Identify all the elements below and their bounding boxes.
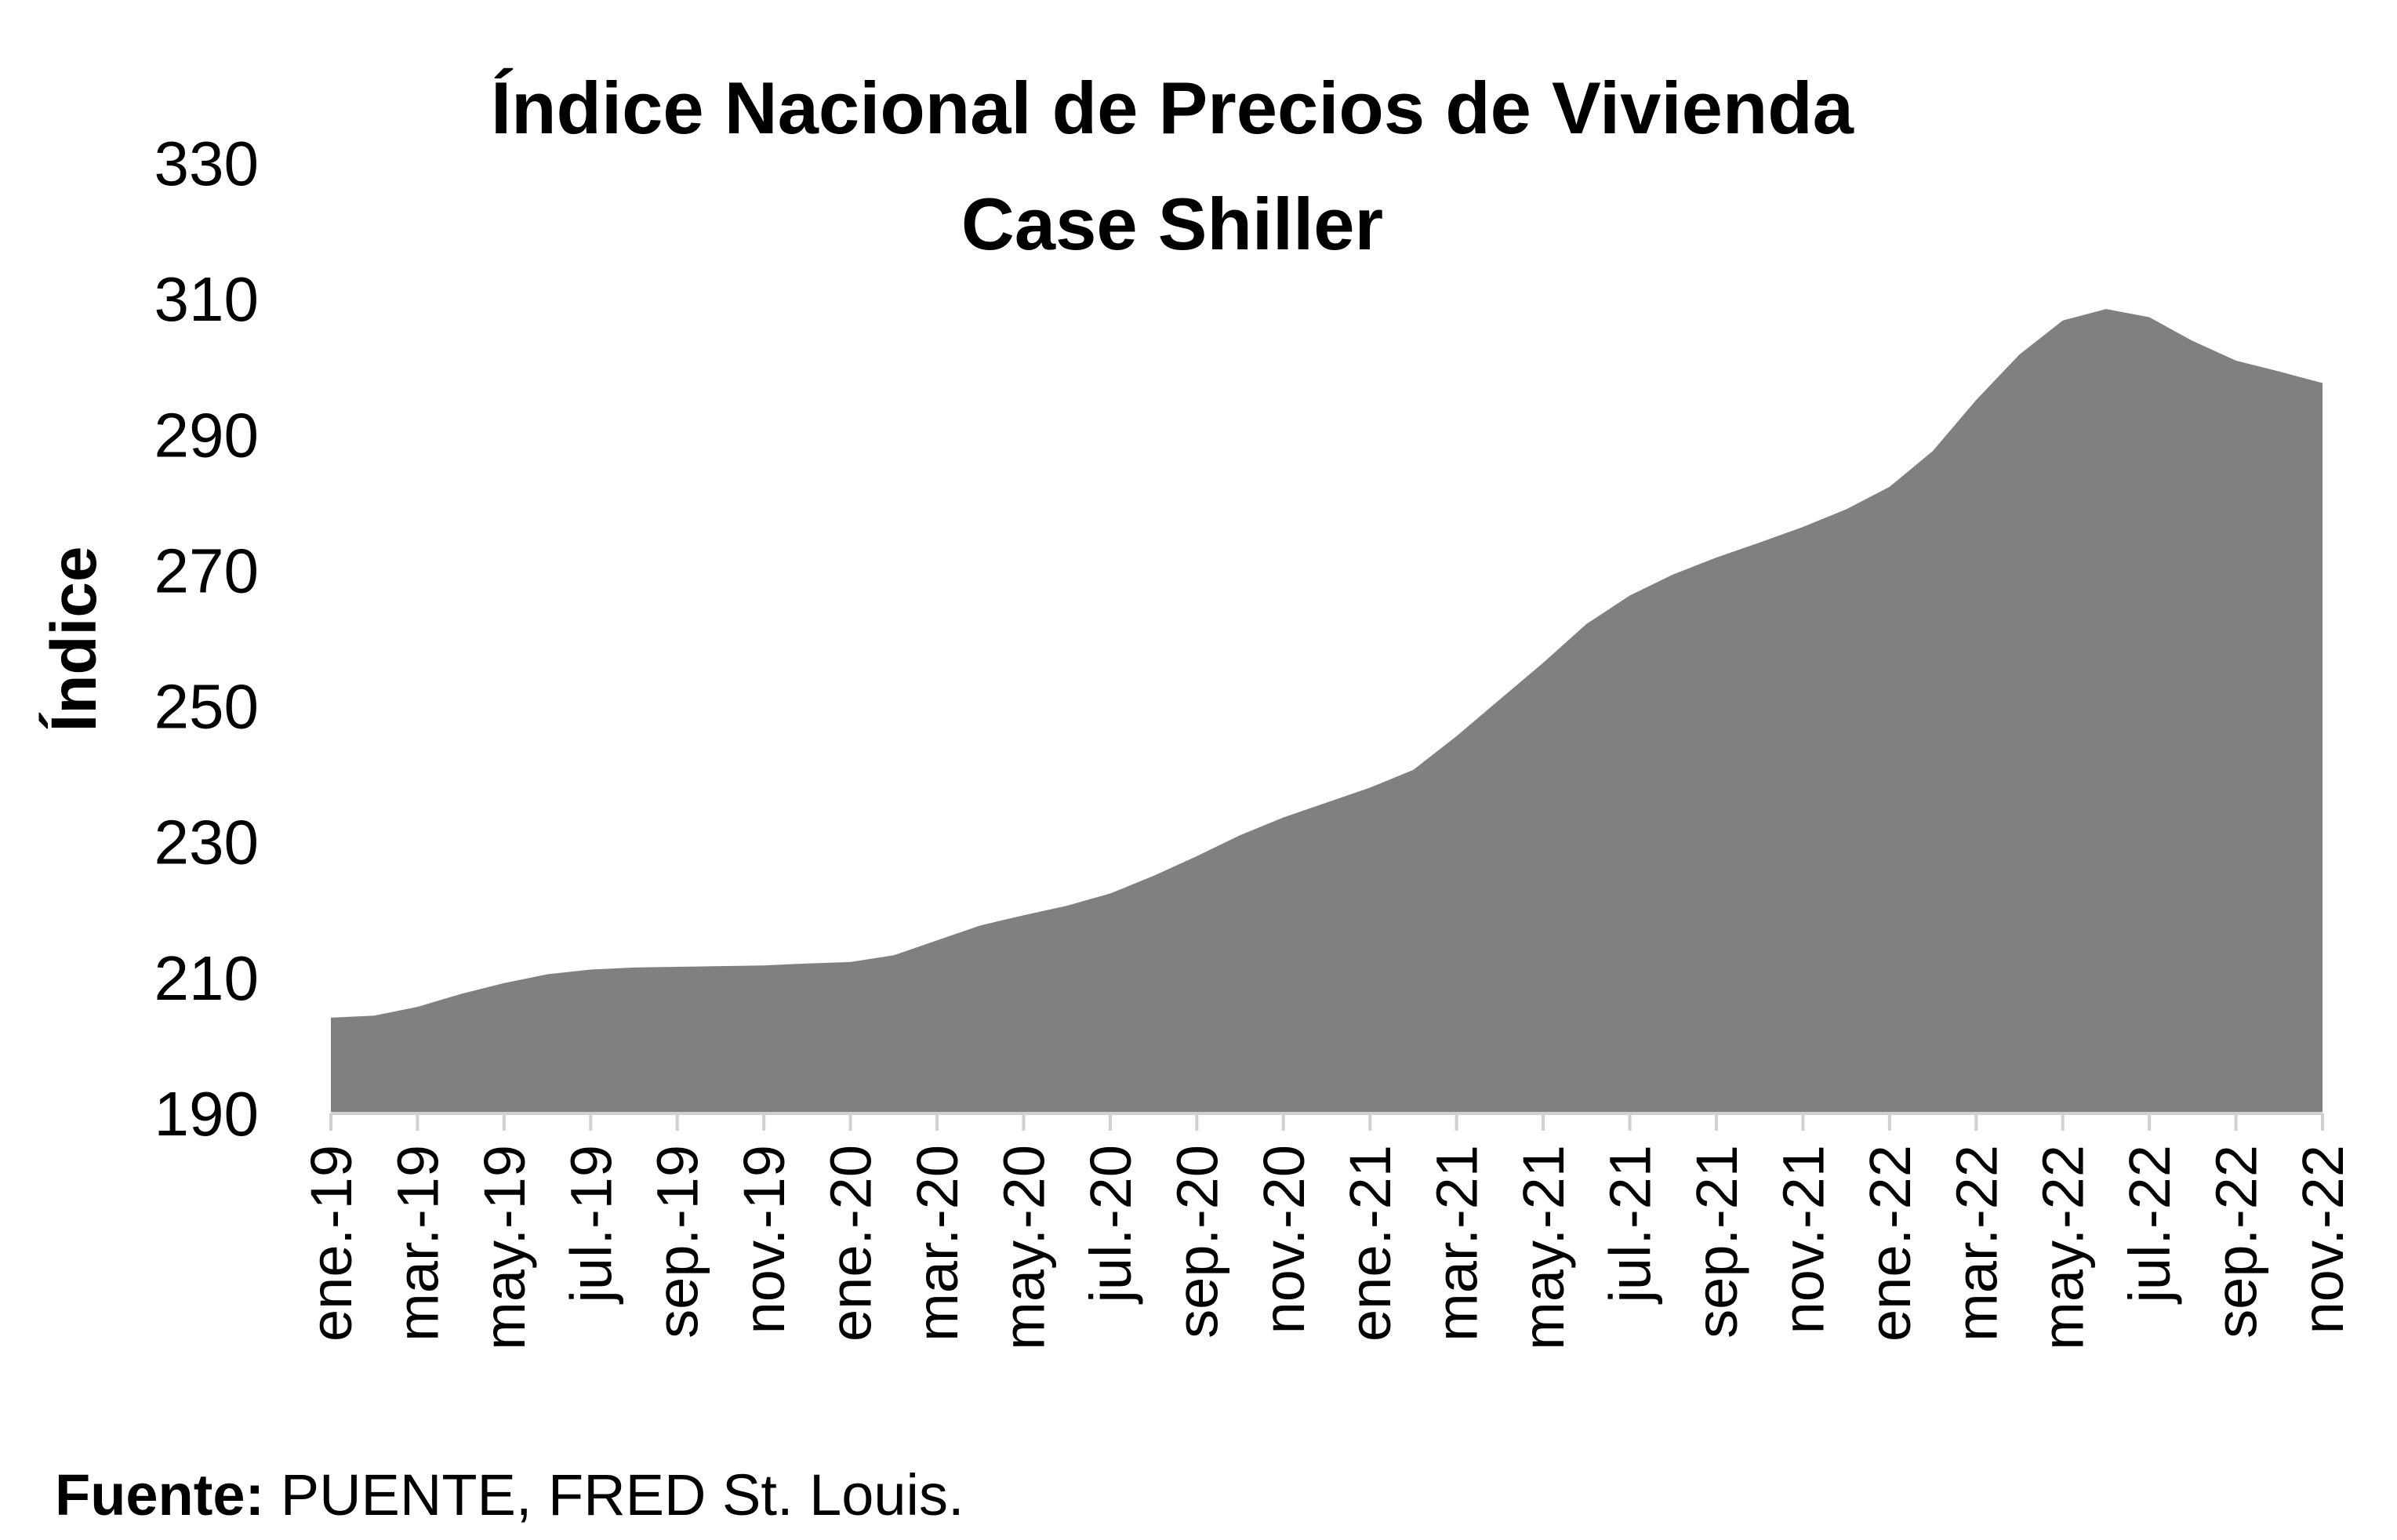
x-tick-label: sep.-20 bbox=[1164, 1145, 1229, 1338]
source-note: Fuente: PUENTE, FRED St. Louis. bbox=[55, 1466, 964, 1524]
x-tick-label: jul.-21 bbox=[1598, 1145, 1663, 1305]
y-axis-ticks: 190 210 230 250 270 290 310 330 bbox=[154, 129, 259, 1149]
x-tick-label: may.-21 bbox=[1511, 1145, 1576, 1350]
x-tick-label: mar.-22 bbox=[1944, 1145, 2009, 1342]
source-label: Fuente: bbox=[55, 1462, 265, 1527]
chart-subtitle: Case Shiller bbox=[961, 183, 1383, 265]
x-tick-label: jul.-19 bbox=[558, 1145, 623, 1305]
x-tick-label: ene.-21 bbox=[1338, 1145, 1403, 1342]
y-tick-label: 190 bbox=[154, 1079, 259, 1149]
x-tick-label: sep.-21 bbox=[1684, 1145, 1749, 1338]
y-tick-label: 270 bbox=[154, 536, 259, 605]
x-tick-label: mar.-21 bbox=[1425, 1145, 1490, 1342]
x-tick-label: ene.-22 bbox=[1858, 1145, 1923, 1342]
x-tick-label: nov.-21 bbox=[1771, 1145, 1836, 1334]
y-tick-label: 250 bbox=[154, 672, 259, 742]
x-tick-label: sep.-19 bbox=[645, 1145, 710, 1338]
y-tick-label: 290 bbox=[154, 400, 259, 470]
x-tick-label: may.-20 bbox=[991, 1145, 1056, 1350]
plot-area bbox=[331, 309, 2323, 1114]
x-tick-label: may.-22 bbox=[2031, 1145, 2096, 1350]
x-axis-ticks: ene.-19 mar.-19 may.-19 jul.-19 sep.-19 nov.-… bbox=[299, 1113, 2355, 1350]
x-tick-label: may.-19 bbox=[472, 1145, 537, 1350]
y-tick-label: 330 bbox=[154, 129, 259, 198]
x-tick-label: mar.-19 bbox=[385, 1145, 450, 1342]
source-text: PUENTE, FRED St. Louis. bbox=[264, 1462, 964, 1527]
chart-title: Índice Nacional de Precios de Vivienda bbox=[491, 67, 1854, 149]
y-axis-label: Índice bbox=[38, 547, 110, 732]
y-tick-label: 230 bbox=[154, 808, 259, 877]
x-tick-label: nov.-22 bbox=[2290, 1145, 2355, 1334]
x-tick-label: sep.-22 bbox=[2204, 1145, 2269, 1338]
x-tick-label: mar.-20 bbox=[905, 1145, 970, 1342]
x-tick-label: jul.-22 bbox=[2117, 1145, 2182, 1305]
x-tick-label: nov.-20 bbox=[1251, 1145, 1317, 1334]
x-tick-label: nov.-19 bbox=[732, 1145, 797, 1334]
x-tick-label: ene.-20 bbox=[819, 1145, 884, 1342]
y-tick-label: 310 bbox=[154, 264, 259, 334]
x-tick-label: ene.-19 bbox=[299, 1145, 364, 1342]
area-series bbox=[331, 309, 2323, 1114]
x-tick-label: jul.-20 bbox=[1078, 1145, 1143, 1305]
y-tick-label: 210 bbox=[154, 943, 259, 1013]
